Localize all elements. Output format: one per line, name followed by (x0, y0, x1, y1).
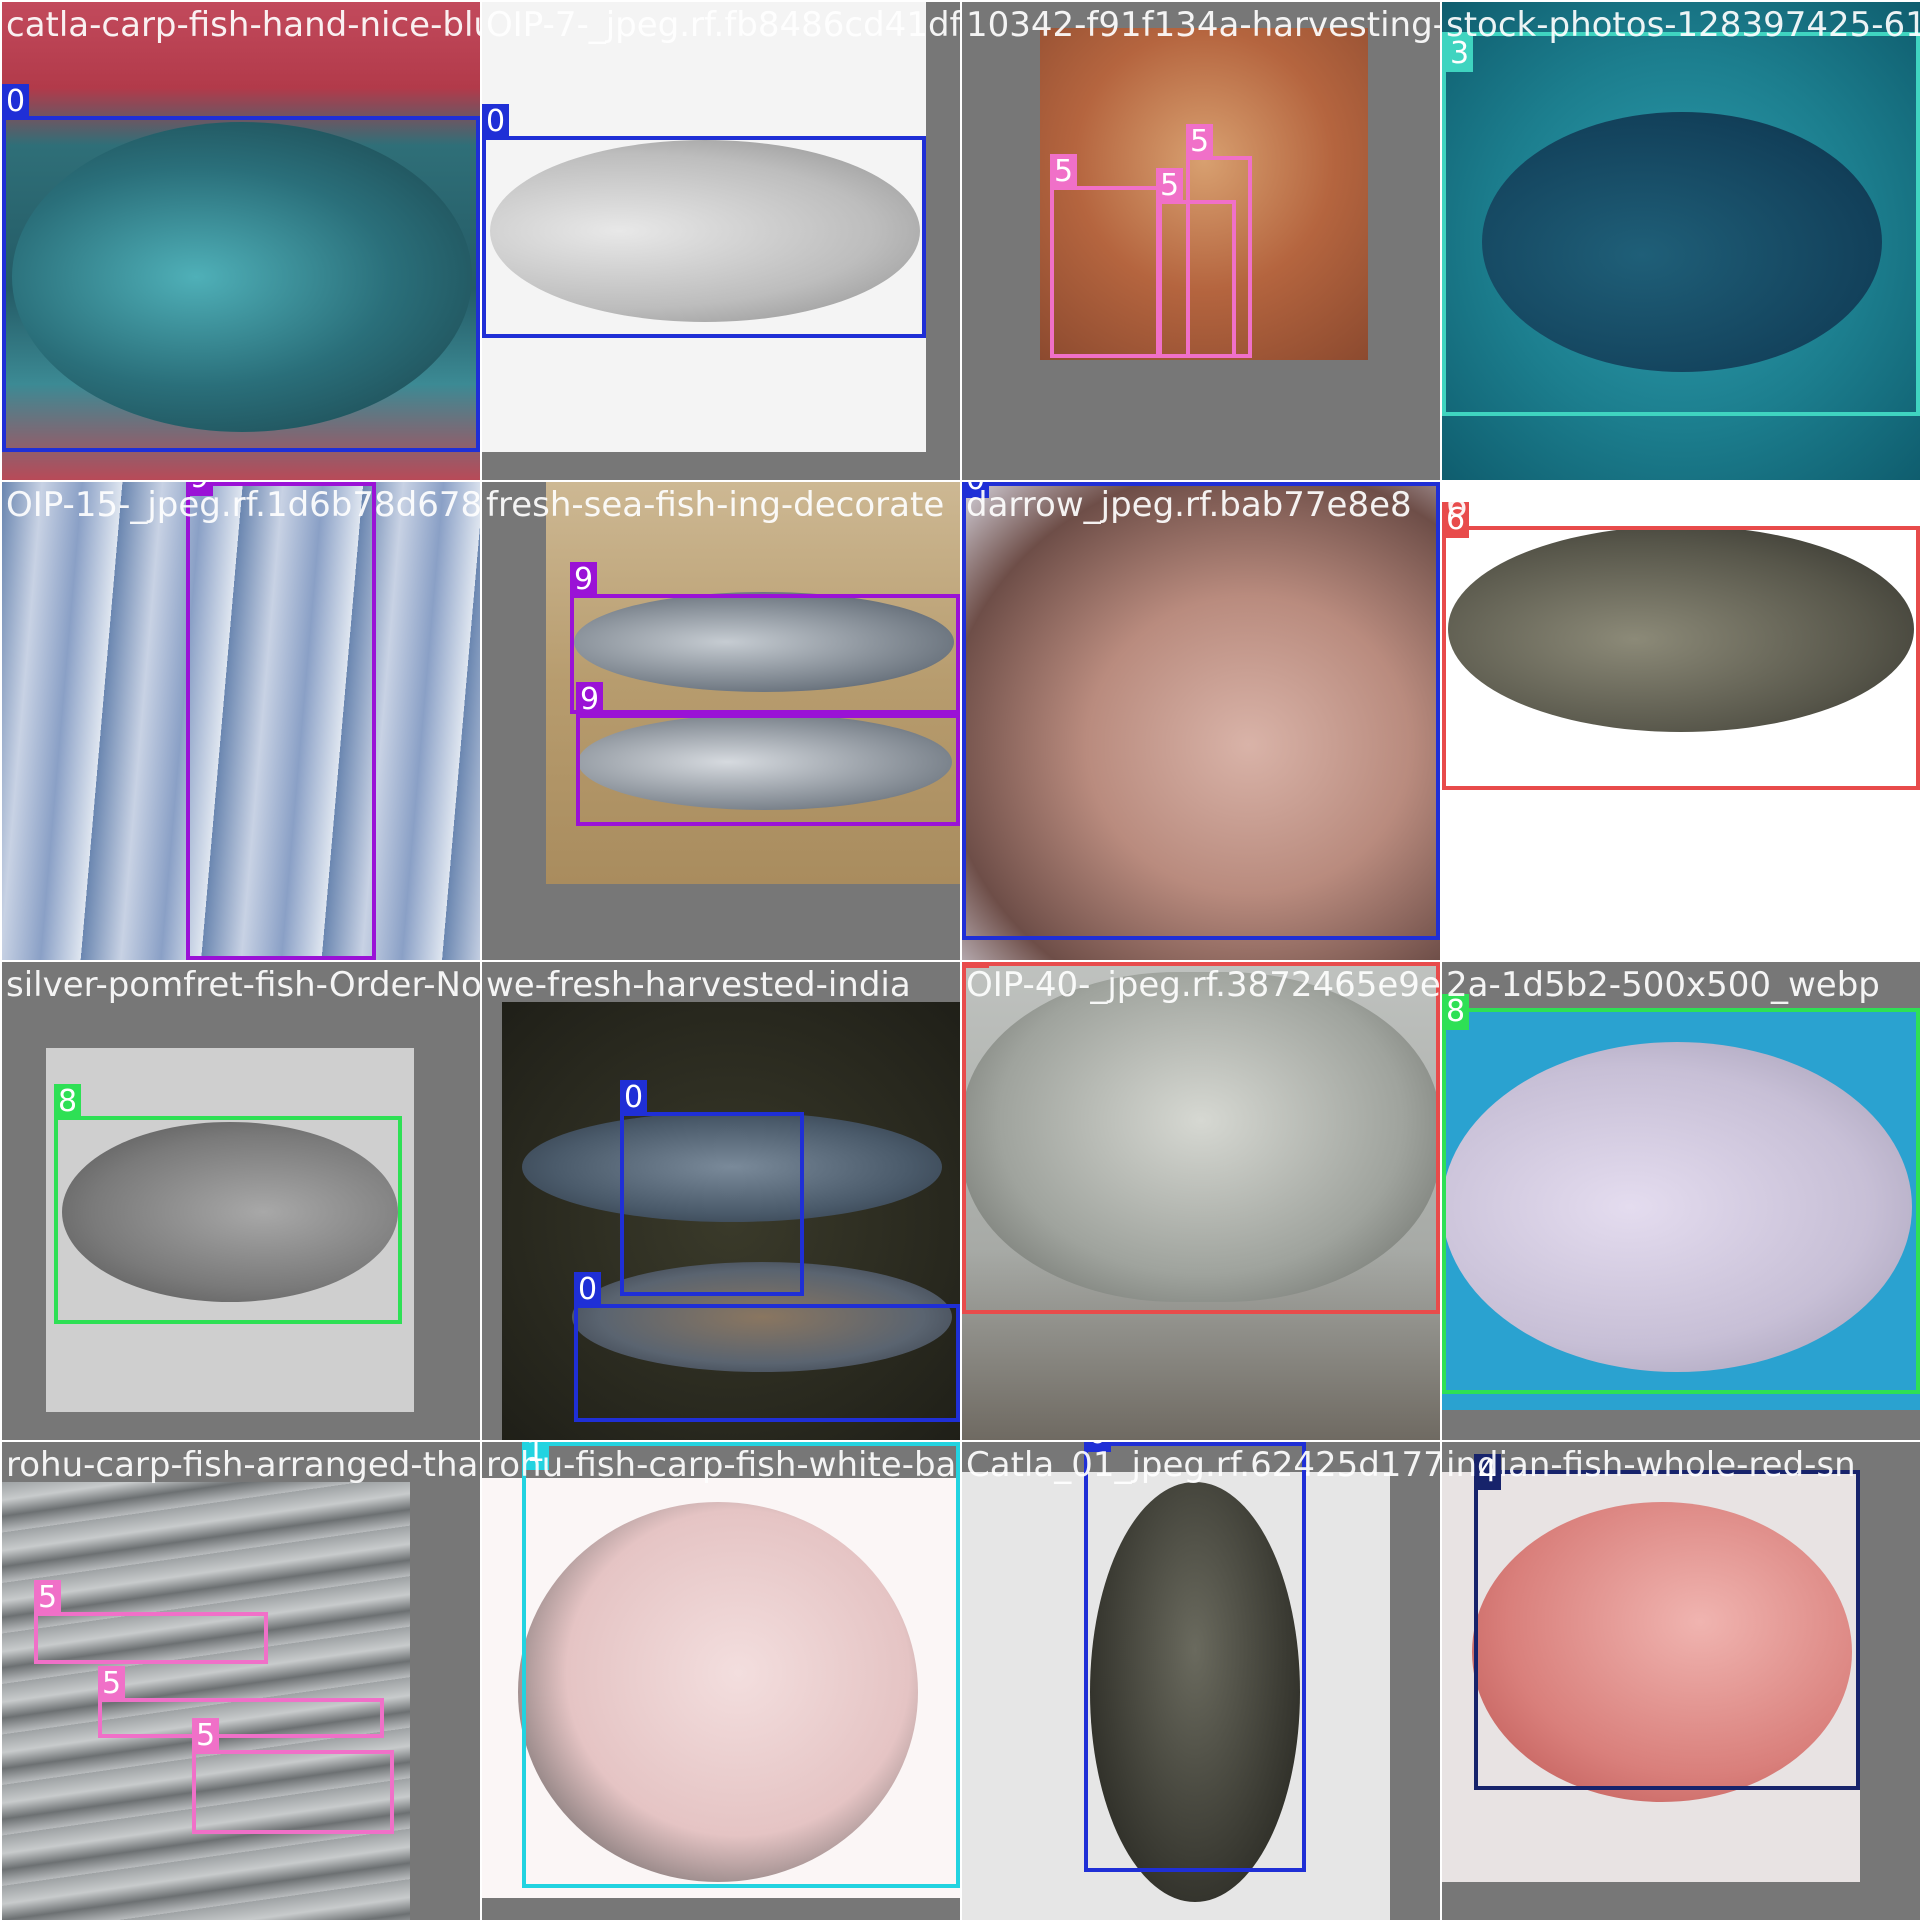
box-class-label: 9 (186, 482, 214, 496)
detection-box: 0 (620, 1080, 804, 1296)
detection-box: 0 (962, 482, 1440, 940)
tile-photo (1040, 28, 1368, 360)
tile-filename: rohu-carp-fish-arranged-thai (6, 1445, 480, 1485)
box-class-label: 5 (1156, 168, 1184, 204)
fish-shape (490, 140, 920, 322)
box-class-label: 0 (620, 1080, 648, 1116)
detection-box: 0 (2, 84, 480, 452)
detection-box: 8 (1442, 994, 1920, 1394)
detection-box: 6 (1442, 502, 1920, 790)
detection-box: 0 (482, 104, 926, 338)
box-class-label: 5 (98, 1666, 126, 1702)
tile-filename: rohu-fish-carp-fish-white-ba (486, 1445, 957, 1485)
detection-box: 3 (1442, 32, 1920, 416)
box-class-label: 5 (192, 1718, 220, 1754)
detection-box: 5 (98, 1666, 384, 1738)
mosaic-tile: rohu-fish-carp-fish-white-ba 1 (482, 1442, 960, 1920)
mosaic-tile: indian-fish-whole-red-sn 4 (1442, 1442, 1920, 1920)
fish-shape (1090, 1482, 1300, 1902)
detection-box: 4 (1474, 1454, 1860, 1790)
tile-filename: catla-carp-fish-hand-nice-blu (6, 5, 480, 45)
fish-shape (62, 1122, 398, 1302)
fish-shape (962, 972, 1440, 1302)
mosaic-tile: OIP-7-_jpeg.rf.fb8486cd41df 0 (482, 2, 960, 480)
box-class-label: 3 (1446, 36, 1474, 72)
detection-box: 0 (574, 1272, 960, 1422)
tile-filename: 2a-1d5b2-500x500_webp (1446, 965, 1880, 1005)
box-class-label: 0 (482, 104, 510, 140)
box-class-label: 6 (962, 962, 990, 968)
box-class-label: 4 (1474, 1454, 1502, 1490)
detection-box: 9 (570, 562, 960, 714)
box-class-label: 8 (1442, 994, 1470, 1030)
tile-photo (2, 482, 480, 960)
mosaic-tile: rohu-carp-fish-arranged-thai 5 5 5 (2, 1442, 480, 1920)
box-class-label: 5 (34, 1580, 62, 1616)
mosaic-tile: OIP-15-_jpeg.rf.1d6b78d678 9 (2, 482, 480, 960)
detection-box: 5 (1050, 154, 1162, 358)
box-class-label: 0 (1084, 1442, 1112, 1452)
tile-filename: OIP-7-_jpeg.rf.fb8486cd41df (486, 5, 960, 45)
mosaic-tile: we-fresh-harvested-india 0 0 (482, 962, 960, 1440)
tile-filename: darrow_jpeg.rf.bab77e8e8 (966, 485, 1412, 525)
detection-box: 1 (522, 1442, 960, 1888)
mosaic-tile: 10342-f91f134a-harvesting-wi 5 5 5 (962, 2, 1440, 480)
fish-shape (1448, 526, 1914, 732)
tile-filename: 6185jpeg.rf.a9e066f0d4e0b (1446, 485, 1920, 525)
detection-box: 5 (192, 1718, 394, 1834)
tile-filename: indian-fish-whole-red-sn (1446, 1445, 1856, 1485)
mosaic-tile: stock-photos-128397425-61 3 (1442, 2, 1920, 480)
mosaic-tile: catla-carp-fish-hand-nice-blu 0 (2, 2, 480, 480)
mosaic-tile: silver-pomfret-fish-Order-Now 8 (2, 962, 480, 1440)
fish-shape (572, 1262, 952, 1372)
detection-box: 0 (1084, 1442, 1306, 1872)
detection-box: 5 (1186, 124, 1252, 358)
detection-box: 8 (54, 1084, 402, 1324)
fish-shape (574, 592, 954, 692)
fish-shape (12, 122, 472, 432)
box-class-label: 5 (1050, 154, 1078, 190)
fish-shape (1482, 112, 1882, 372)
mosaic-tile: OIP-40-_jpeg.rf.3872465e9e 6 (962, 962, 1440, 1440)
mosaic-tile: 2a-1d5b2-500x500_webp 8 (1442, 962, 1920, 1440)
tile-photo (962, 482, 1440, 960)
box-class-label: 0 (962, 482, 990, 498)
mosaic-tile: fresh-sea-fish-ing-decorate 9 9 (482, 482, 960, 960)
tile-filename: OIP-15-_jpeg.rf.1d6b78d678 (6, 485, 480, 525)
tile-filename: Catla_01_jpeg.rf.62425d177bd (966, 1445, 1440, 1485)
detection-box: 9 (186, 482, 376, 960)
box-class-label: 0 (574, 1272, 602, 1308)
detection-box: 6 (962, 962, 1440, 1314)
tile-filename: fresh-sea-fish-ing-decorate (486, 485, 945, 525)
mosaic-tile: darrow_jpeg.rf.bab77e8e8 0 (962, 482, 1440, 960)
detection-box: 9 (576, 682, 960, 826)
box-class-label: 8 (54, 1084, 82, 1120)
fish-shape (522, 1112, 942, 1222)
tile-filename: silver-pomfret-fish-Order-Now (6, 965, 480, 1005)
fish-shape (1472, 1502, 1852, 1802)
box-class-label: 9 (576, 682, 604, 718)
box-class-label: 5 (1186, 124, 1214, 160)
box-class-label: 0 (2, 84, 30, 120)
tile-filename: 10342-f91f134a-harvesting-wi (966, 5, 1440, 45)
tile-filename: we-fresh-harvested-india (486, 965, 911, 1005)
detection-box: 5 (34, 1580, 268, 1664)
mosaic-tile: Catla_01_jpeg.rf.62425d177bd 0 (962, 1442, 1440, 1920)
tile-filename: stock-photos-128397425-61 (1446, 5, 1920, 45)
tile-filename: OIP-40-_jpeg.rf.3872465e9e (966, 965, 1440, 1005)
fish-shape (518, 1502, 918, 1882)
box-class-label: 6 (1442, 502, 1470, 538)
mosaic-tile: 6185jpeg.rf.a9e066f0d4e0b 6 (1442, 482, 1920, 960)
fish-shape (578, 714, 952, 810)
fish-shape (1442, 1042, 1912, 1372)
box-class-label: 9 (570, 562, 598, 598)
box-class-label: 1 (522, 1442, 550, 1470)
